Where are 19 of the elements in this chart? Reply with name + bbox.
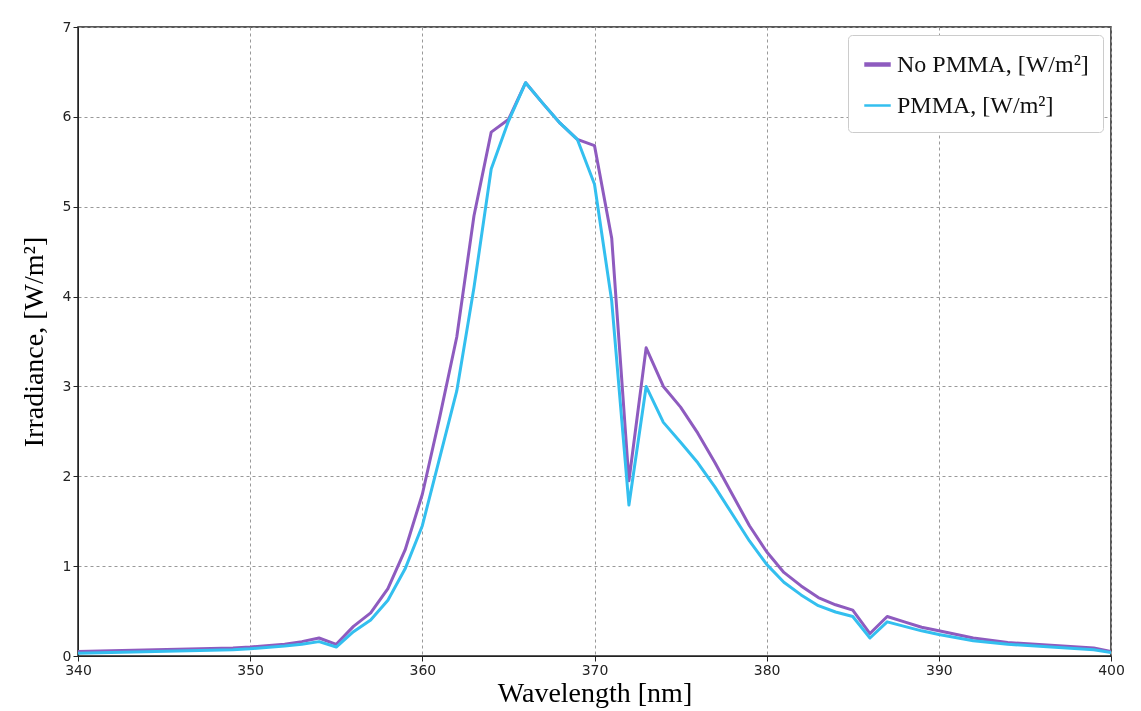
x-tick-label: 390 [925,661,953,678]
y-tick-label: 6 [62,108,72,125]
y-tick-label: 4 [62,288,72,305]
x-tick-label: 380 [753,661,781,678]
x-tick-label: 400 [1098,661,1125,678]
y-tick-label: 7 [62,18,72,35]
legend-label: PMMA, [W/m²] [897,91,1054,118]
y-tick-label: 1 [62,557,72,574]
x-tick-label: 350 [237,661,265,678]
y-tick-label: 2 [62,467,72,484]
x-axis-title: Wavelength [nm] [497,676,693,708]
x-tick-label: 360 [409,661,437,678]
y-tick-label: 0 [62,647,72,664]
legend-label: No PMMA, [W/m²] [897,50,1089,77]
y-tick-label: 3 [62,377,72,394]
y-axis-title: Irradiance, [W/m²] [17,236,49,448]
y-tick-label: 5 [62,198,72,215]
x-tick-label: 370 [581,661,609,678]
x-tick-label: 340 [65,661,92,678]
